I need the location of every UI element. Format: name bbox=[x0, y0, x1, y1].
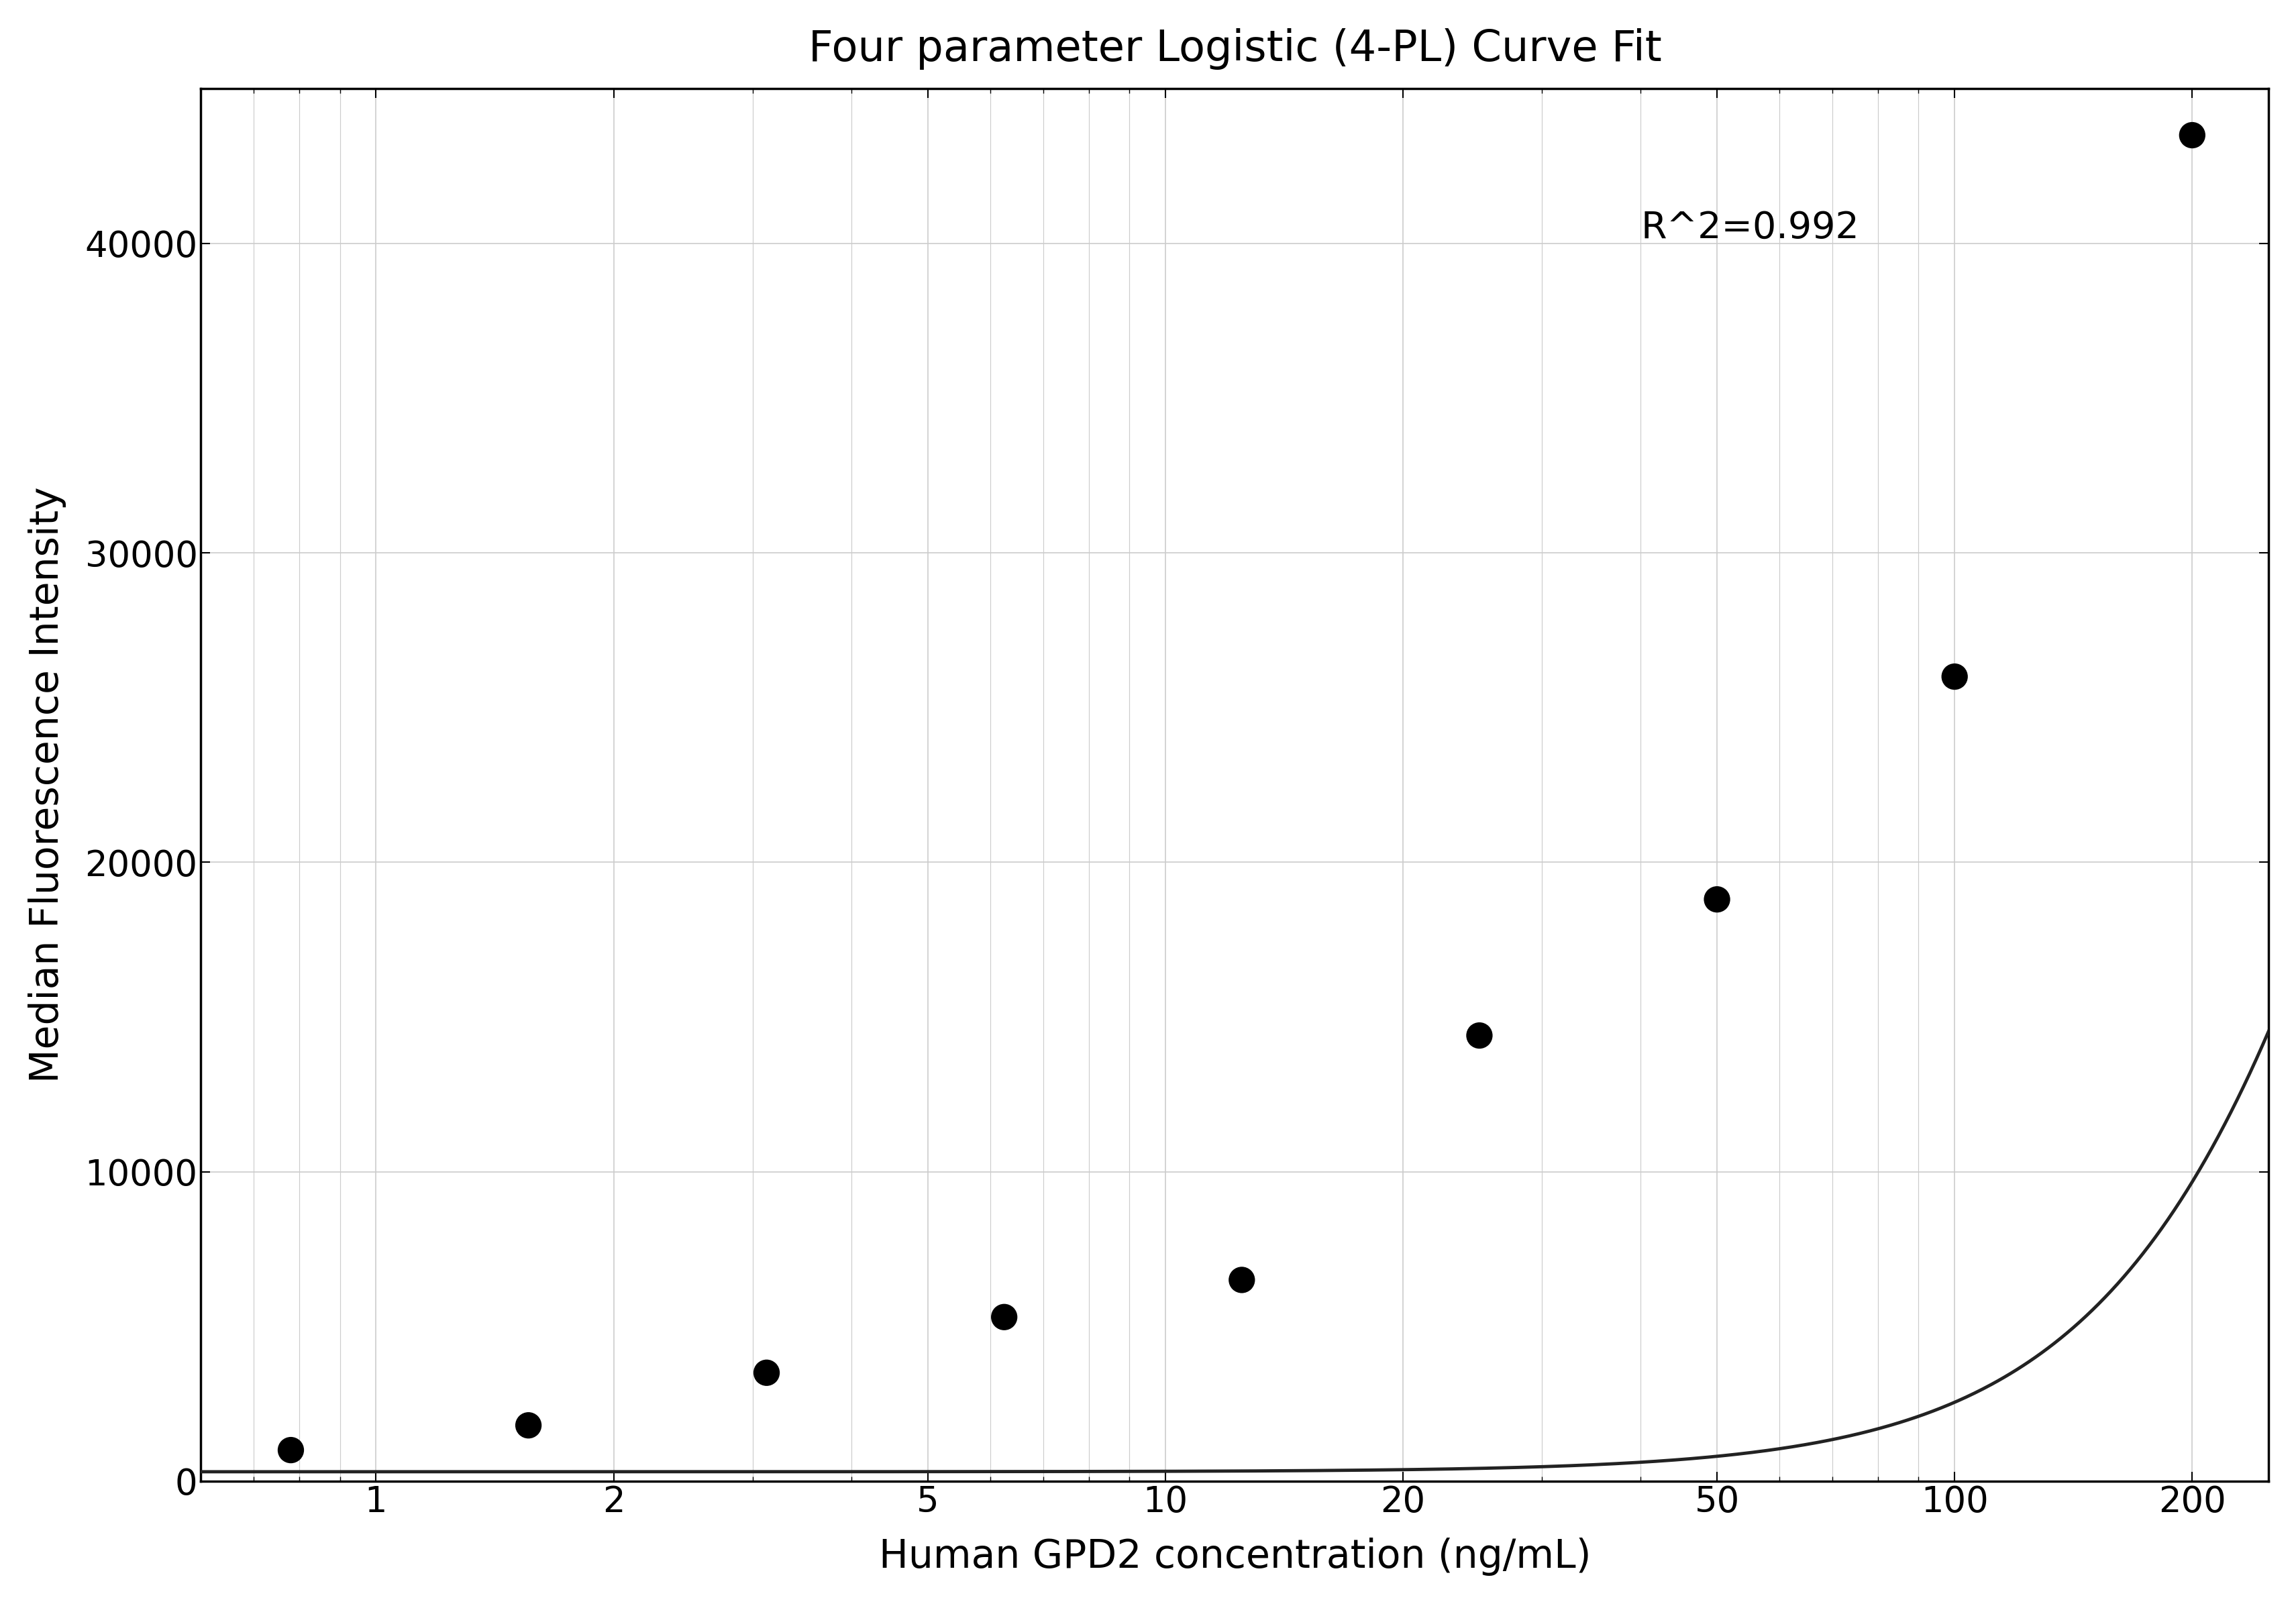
Title: Four parameter Logistic (4-PL) Curve Fit: Four parameter Logistic (4-PL) Curve Fit bbox=[808, 27, 1660, 69]
Text: R^2=0.992: R^2=0.992 bbox=[1639, 210, 1857, 245]
Point bbox=[1224, 1267, 1261, 1293]
X-axis label: Human GPD2 concentration (ng/mL): Human GPD2 concentration (ng/mL) bbox=[879, 1538, 1591, 1577]
Point bbox=[1460, 1023, 1497, 1049]
Point bbox=[1699, 887, 1736, 913]
Point bbox=[985, 1304, 1022, 1330]
Point bbox=[1936, 664, 1972, 690]
Point bbox=[748, 1360, 785, 1386]
Point bbox=[510, 1413, 546, 1439]
Point bbox=[2174, 122, 2211, 148]
Y-axis label: Median Fluorescence Intensity: Median Fluorescence Intensity bbox=[28, 488, 67, 1083]
Point bbox=[273, 1437, 310, 1463]
